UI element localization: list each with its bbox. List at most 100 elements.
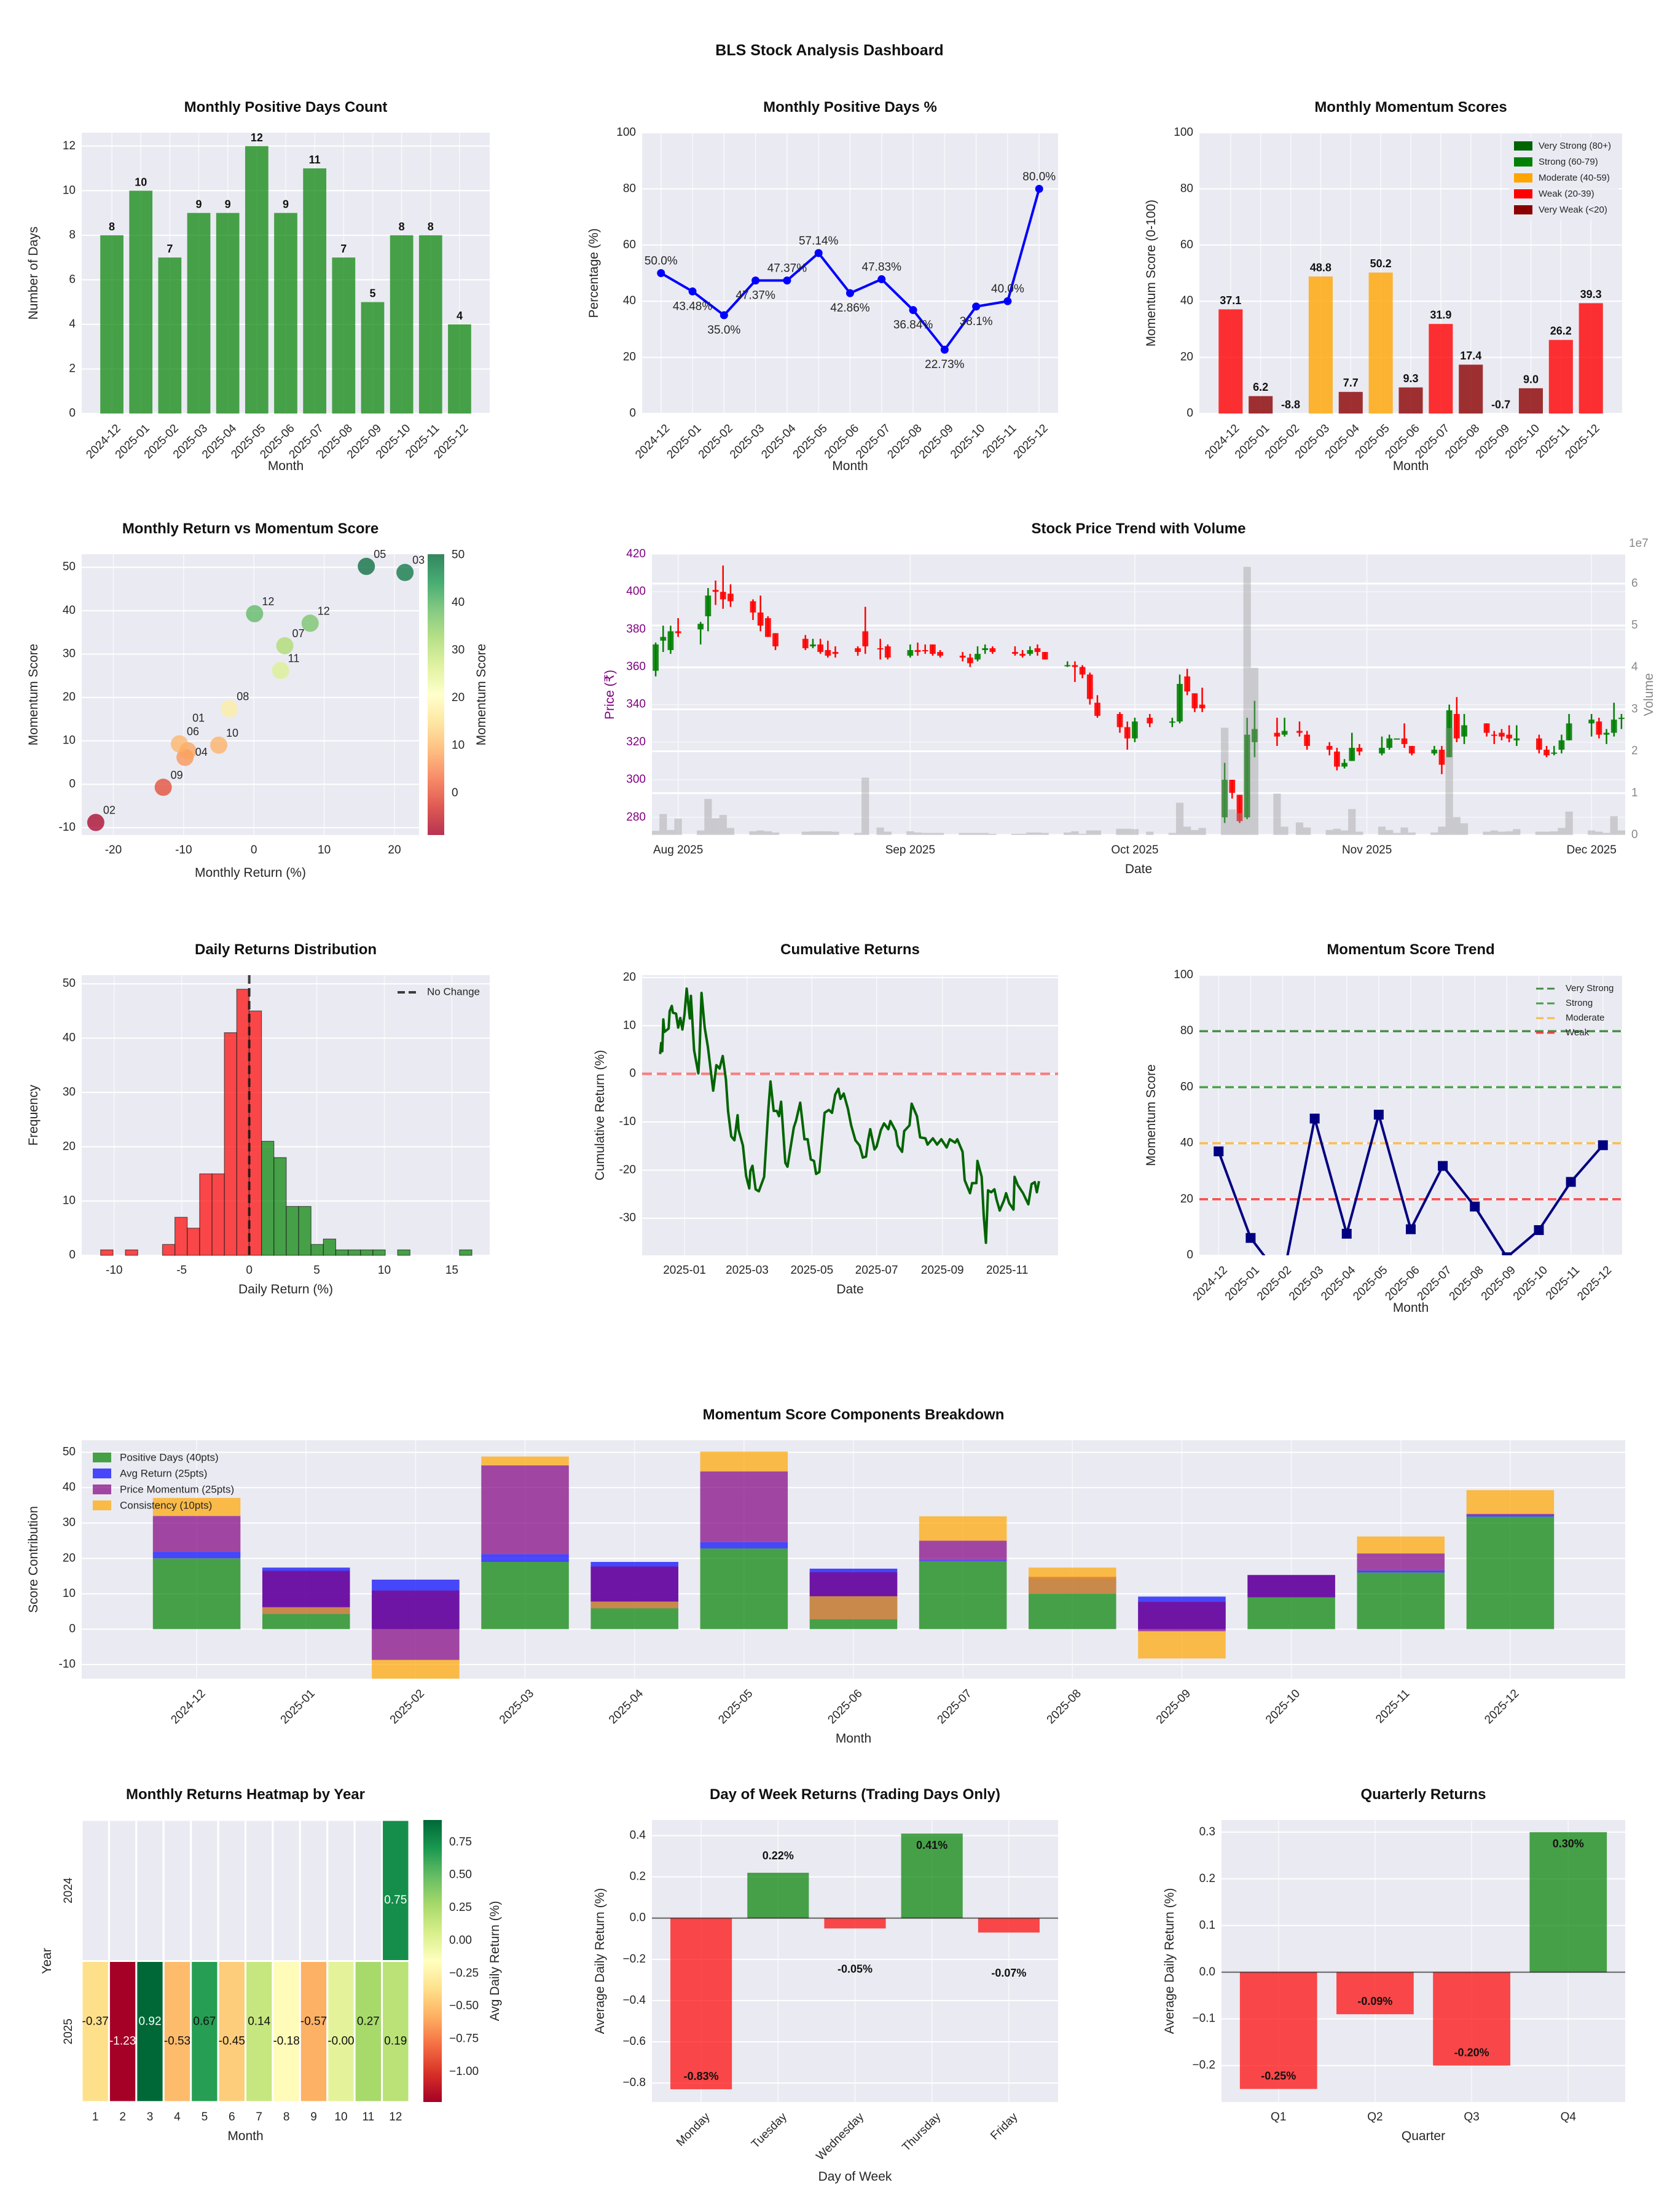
candle-body [1236, 794, 1243, 822]
bar [1433, 1972, 1510, 2066]
y-tick-label: 10 [63, 734, 76, 747]
x-tick-label: 2025-02 [696, 422, 735, 461]
volume-bar [936, 833, 944, 835]
candle-body [1199, 704, 1206, 708]
candle-body [1566, 723, 1572, 740]
x-tick-label: 10 [334, 2111, 347, 2124]
component-segment [700, 1548, 788, 1630]
volume-bar [1542, 831, 1551, 835]
y-tick-label: 0 [69, 407, 76, 420]
trend-marker [1373, 1110, 1384, 1120]
candle-body [757, 612, 764, 626]
bar-value-label: 50.2 [1370, 257, 1392, 270]
x-tick-label: 2024-12 [1191, 1264, 1230, 1303]
price-tick-label: 420 [626, 547, 646, 560]
bar-value-label: 0.41% [916, 1839, 947, 1851]
component-segment [1357, 1570, 1445, 1573]
x-tick-label: Thursday [900, 2110, 943, 2154]
x-tick-label: 15 [445, 1264, 458, 1277]
volume-bar [1071, 831, 1079, 835]
x-tick-label: -10 [106, 1264, 122, 1277]
volume-bar [1445, 728, 1453, 835]
data-point [1035, 184, 1043, 193]
candle-body [1274, 732, 1281, 737]
cell-value-label: 0.67 [193, 2015, 216, 2028]
point-label: 04 [195, 746, 208, 758]
candle-body [1446, 710, 1453, 758]
point-label: 02 [103, 804, 116, 817]
bar [274, 213, 297, 414]
bar-value-label: -0.07% [991, 1967, 1026, 1979]
y-tick-label: 10 [623, 1019, 636, 1032]
candle-body [1072, 665, 1078, 667]
histogram-bar [360, 1249, 374, 1256]
cell-value-label: 0.75 [384, 1894, 407, 1907]
data-point [720, 311, 728, 320]
data-point [940, 345, 949, 354]
y-tick-label: 40 [63, 604, 76, 617]
bar-value-label: 8 [399, 221, 405, 233]
scatter-point [246, 605, 264, 622]
y-tick-label: 0 [1186, 407, 1193, 420]
cell-value-label: -0.45 [219, 2034, 245, 2047]
candle-body [1408, 746, 1415, 754]
x-tick-label: 2025-07 [853, 422, 893, 461]
bar [1239, 1972, 1317, 2089]
x-tick-label: 2025-01 [663, 1264, 706, 1277]
colorbar-label: Avg Daily Return (%) [488, 1901, 502, 2022]
volume-bar [1438, 826, 1446, 835]
candle-body [1461, 725, 1467, 737]
price-tick-label: 340 [626, 698, 646, 711]
price-tick-label: 400 [626, 585, 646, 598]
x-tick-label: Tuesday [749, 2110, 790, 2151]
chart-title: Monthly Momentum Scores [1314, 99, 1507, 116]
histogram-bar [175, 1217, 188, 1256]
candle-body [1086, 674, 1093, 699]
chart-momentum-components: Momentum Score Components Breakdown -10 0 1… [26, 1406, 1625, 1746]
candle-body [930, 644, 936, 654]
y-tick-label: 12 [63, 139, 76, 152]
legend-label: Price Momentum (25pts) [120, 1483, 234, 1495]
component-segment [152, 1551, 241, 1559]
histogram-bar [347, 1249, 361, 1256]
empty-cell [245, 1819, 274, 1962]
bar [1338, 391, 1363, 414]
volume-bar [1131, 829, 1139, 835]
component-segment [1357, 1572, 1445, 1630]
x-tick-label: 2024-12 [633, 422, 672, 461]
candle-body [1491, 734, 1497, 736]
chart-title: Momentum Score Trend [1327, 941, 1494, 958]
chart-positive-days-count: Monthly Positive Days Count0246810122024… [26, 99, 490, 473]
volume-bar [921, 833, 929, 835]
candle-body [1386, 738, 1393, 748]
x-tick-label: 2025-04 [759, 422, 798, 461]
candle-body [1027, 650, 1033, 654]
x-tick-label: 2025-04 [1319, 1263, 1358, 1303]
y-tick-label: 20 [63, 691, 76, 704]
x-tick-label: 0 [251, 844, 257, 857]
candle-body [832, 652, 839, 654]
candle-body [1588, 720, 1595, 724]
data-label: 22.73% [925, 358, 965, 371]
component-segment [152, 1497, 241, 1516]
volume-bar [989, 833, 997, 835]
candle-body [1349, 748, 1355, 761]
candle-body [705, 595, 712, 616]
bar-value-label: 4 [457, 310, 463, 322]
bar [1308, 276, 1333, 414]
candle-body [884, 646, 891, 658]
candle-body [862, 631, 869, 646]
candle-body [1558, 740, 1565, 750]
bar [978, 1918, 1040, 1933]
data-label: 50.0% [645, 255, 678, 268]
x-tick-label: 8 [283, 2111, 290, 2124]
candle-body [1453, 714, 1460, 739]
bar-value-label: 31.9 [1430, 309, 1451, 321]
candle-body [667, 631, 674, 651]
y-tick-label: 0.4 [630, 1829, 646, 1842]
histogram-bar [261, 1140, 275, 1256]
y-tick-label: 20 [63, 1140, 76, 1153]
bar [747, 1872, 809, 1918]
legend-label: Very Strong [1566, 983, 1614, 994]
